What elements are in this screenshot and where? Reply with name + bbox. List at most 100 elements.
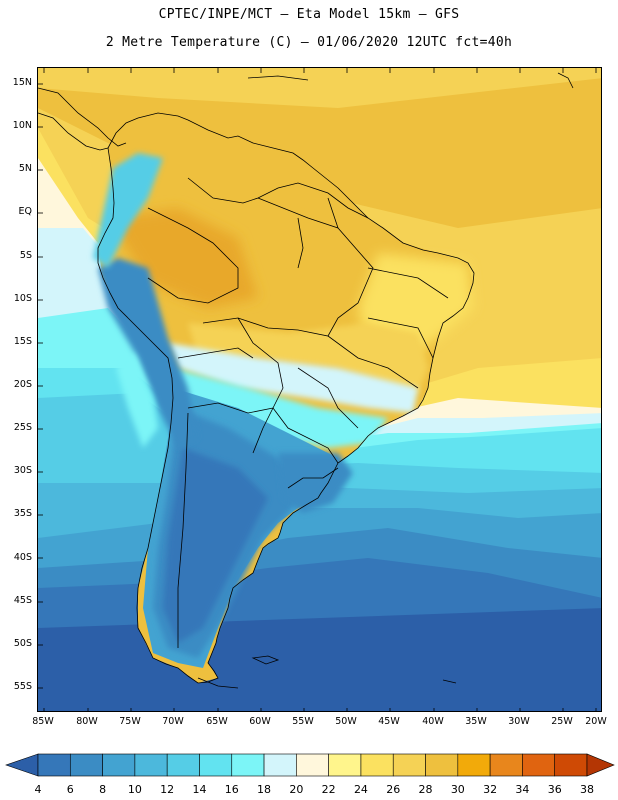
colorbar-swatch xyxy=(296,753,329,777)
colorbar-swatch xyxy=(457,753,491,777)
colorbar-swatch xyxy=(231,753,265,777)
lat-label-55s: 55S xyxy=(13,681,32,692)
patagonia-cold xyxy=(163,448,268,643)
lon-label-50w: 50W xyxy=(335,716,357,727)
colorbar-label: 34 xyxy=(515,783,530,796)
lat-label-10n: 10N xyxy=(12,120,32,131)
map-svg xyxy=(38,68,601,711)
colorbar-swatch xyxy=(554,753,588,777)
colorbar-label: 12 xyxy=(160,783,175,796)
andes-colombia xyxy=(93,153,163,268)
colorbar-label: 18 xyxy=(257,783,272,796)
coastlines-and-borders xyxy=(38,72,574,689)
lat-label-15n: 15N xyxy=(12,77,32,88)
colorbar-swatch xyxy=(392,753,426,777)
colorbar-label: 16 xyxy=(224,783,239,796)
border-peru-bolivia xyxy=(177,347,254,359)
colorbar-swatch xyxy=(134,753,168,777)
colorbar-swatch xyxy=(37,753,71,777)
colorbar-label: 8 xyxy=(99,783,107,796)
south-georgia xyxy=(442,679,457,684)
central-america-coast xyxy=(38,87,127,147)
central-america-pacific xyxy=(38,112,109,151)
lat-label-5n: 5N xyxy=(18,163,32,174)
colorbar-label: 4 xyxy=(34,783,42,796)
lat-label-eq: EQ xyxy=(18,206,32,217)
border-chile-argentina-north xyxy=(187,402,274,414)
colorbar-swatch xyxy=(360,753,394,777)
border-state-2 xyxy=(367,317,434,359)
colorbar-swatch xyxy=(489,753,523,777)
lon-label-65w: 65W xyxy=(206,716,228,727)
lat-label-35s: 35S xyxy=(13,508,32,519)
lesser-antilles xyxy=(557,72,574,89)
colorbar xyxy=(5,753,615,777)
border-paraguay xyxy=(272,407,339,464)
lon-label-40w: 40W xyxy=(422,716,444,727)
lat-label-50s: 50S xyxy=(13,638,32,649)
lon-label-70w: 70W xyxy=(162,716,184,727)
lon-label-25w: 25W xyxy=(551,716,573,727)
south-america-coast xyxy=(97,112,475,684)
border-state-3 xyxy=(327,335,419,389)
title-line-1: CPTEC/INPE/MCT – Eta Model 15km – GFS xyxy=(158,7,460,22)
southeast-cool xyxy=(168,343,418,413)
colorbar-swatch xyxy=(102,753,136,777)
border-state-1 xyxy=(367,267,449,299)
temperature-map xyxy=(37,67,602,712)
lat-label-5s: 5S xyxy=(19,250,32,261)
border-bolivia-brazil xyxy=(237,317,284,454)
colorbar-swatches xyxy=(5,753,615,777)
colorbar-swatch xyxy=(522,753,556,777)
lat-label-15s: 15S xyxy=(13,336,32,347)
lon-label-35w: 35W xyxy=(465,716,487,727)
lat-label-20s: 20S xyxy=(13,379,32,390)
lat-label-40s: 40S xyxy=(13,552,32,563)
lat-label-10s: 10S xyxy=(13,293,32,304)
colorbar-label: 20 xyxy=(289,783,304,796)
lon-label-55w: 55W xyxy=(292,716,314,727)
band-caribbean xyxy=(38,68,601,108)
colorbar-label: 6 xyxy=(66,783,74,796)
colorbar-label: 14 xyxy=(192,783,207,796)
grid-ticks xyxy=(38,68,597,711)
border-uruguay xyxy=(287,467,339,489)
lon-label-20w: 20W xyxy=(585,716,607,727)
border-suriname xyxy=(327,197,339,229)
colorbar-swatch xyxy=(166,753,200,777)
lon-label-30w: 30W xyxy=(508,716,530,727)
border-chile-argentina xyxy=(177,412,189,648)
colorbar-swatch xyxy=(328,753,362,777)
lon-label-75w: 75W xyxy=(119,716,141,727)
lat-label-45s: 45S xyxy=(13,595,32,606)
border-colombia-peru xyxy=(147,207,239,304)
colorbar-swatch xyxy=(425,753,459,777)
border-brazil-west xyxy=(202,197,374,337)
uruguay xyxy=(278,453,353,513)
colorbar-label: 28 xyxy=(418,783,433,796)
colorbar-label: 38 xyxy=(580,783,594,796)
border-venezuela-brazil xyxy=(187,177,369,219)
falklands xyxy=(251,655,280,665)
colorbar-label: 24 xyxy=(353,783,368,796)
border-guyana xyxy=(297,217,304,269)
colorbar-label: 10 xyxy=(127,783,142,796)
land-fields xyxy=(93,113,473,683)
colorbar-swatch-low xyxy=(5,753,39,777)
colorbar-label: 36 xyxy=(547,783,562,796)
colorbar-label: 32 xyxy=(483,783,498,796)
colorbar-swatch xyxy=(199,753,233,777)
south-cooler xyxy=(173,368,388,448)
peru-coast xyxy=(116,353,158,448)
colorbar-label: 26 xyxy=(386,783,401,796)
colorbar-swatch-high xyxy=(586,753,615,777)
colorbar-label: 30 xyxy=(450,783,465,796)
lon-label-80w: 80W xyxy=(76,716,98,727)
lat-label-30s: 30S xyxy=(13,465,32,476)
lat-label-25s: 25S xyxy=(13,422,32,433)
caribbean-island xyxy=(247,75,309,81)
band-28 xyxy=(38,68,601,228)
border-state-4 xyxy=(297,367,359,429)
tierra-del-fuego xyxy=(197,677,239,689)
title-line-2: 2 Metre Temperature (C) – 01/06/2020 12U… xyxy=(105,35,513,50)
